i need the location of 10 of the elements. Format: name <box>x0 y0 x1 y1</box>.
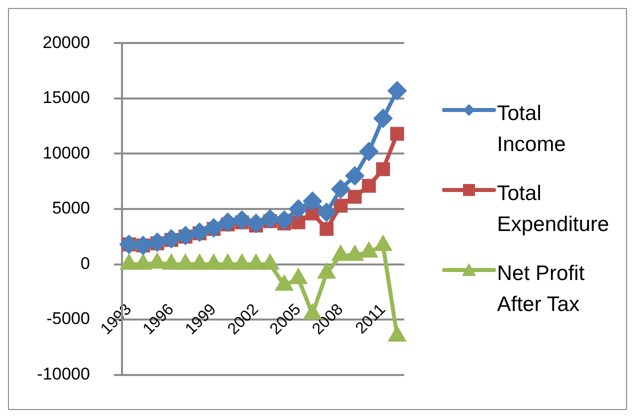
legend-label: Total Income <box>497 101 567 158</box>
y-tick-label: 15000 <box>42 88 90 108</box>
y-tick-label: -5000 <box>46 309 90 328</box>
y-tick-label: 5000 <box>52 198 90 218</box>
y-tick-label: 20000 <box>42 32 90 52</box>
legend-label: Net Profit After Tax <box>497 261 586 318</box>
legend-label: Total Expenditure <box>497 181 610 238</box>
y-tick-label: 0 <box>80 254 90 273</box>
y-tick-label: 10000 <box>42 143 90 162</box>
y-tick-label: -10000 <box>36 364 90 384</box>
